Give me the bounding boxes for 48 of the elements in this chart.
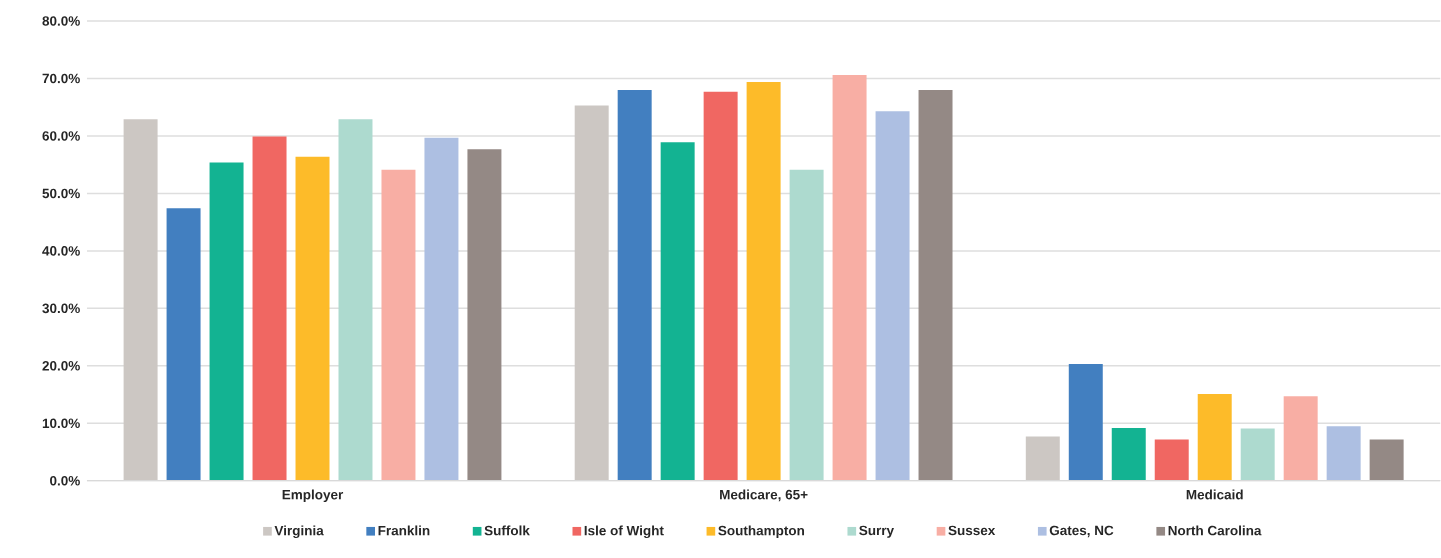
y-tick-label: 20.0% — [42, 361, 80, 371]
legend-label: Suffolk — [484, 525, 530, 536]
bar — [209, 162, 244, 481]
bar — [1068, 364, 1103, 481]
y-tick-label: 80.0% — [42, 16, 80, 26]
y-tick-label: 50.0% — [42, 188, 80, 199]
bar — [617, 90, 652, 481]
bar — [1326, 426, 1361, 481]
legend-label: Franklin — [378, 525, 430, 536]
bar — [832, 75, 867, 481]
bar — [746, 82, 781, 481]
bar — [1283, 396, 1318, 481]
legend-label: Isle of Wight — [584, 525, 664, 539]
bar — [875, 111, 910, 481]
y-tick-label: 40.0% — [42, 246, 80, 256]
legend-label: North Carolina — [1168, 525, 1262, 536]
y-tick-label: 0.0% — [50, 476, 80, 486]
bar — [1025, 436, 1060, 481]
legend-label: Surry — [859, 525, 894, 538]
legend-label: Southampton — [718, 525, 805, 539]
legend-label: Sussex — [948, 525, 996, 536]
bar — [295, 156, 330, 481]
bar — [381, 169, 416, 481]
bar — [252, 136, 287, 481]
bar — [123, 119, 158, 481]
legend-label: Gates, NC — [1049, 525, 1114, 538]
bar — [1197, 394, 1232, 481]
bar — [467, 149, 502, 481]
y-tick-label: 30.0% — [42, 303, 80, 314]
bar — [1154, 439, 1189, 481]
bar — [1111, 428, 1146, 481]
bar — [338, 119, 373, 481]
bar — [918, 90, 953, 481]
legend-label: Virginia — [274, 525, 324, 539]
bar — [574, 105, 609, 481]
bar — [660, 142, 695, 481]
bar — [1369, 439, 1404, 481]
x-tick-label: Employer — [282, 489, 344, 503]
bar — [424, 137, 459, 481]
y-tick-label: 10.0% — [42, 418, 80, 429]
bar — [789, 169, 824, 481]
x-tick-label: Medicaid — [1186, 489, 1243, 500]
x-tick-label: Medicare, 65+ — [720, 489, 808, 502]
bar — [703, 91, 738, 481]
y-tick-label: 60.0% — [42, 131, 80, 141]
y-tick-label: 70.0% — [42, 73, 80, 84]
bar — [1240, 428, 1275, 481]
bar — [166, 208, 201, 481]
